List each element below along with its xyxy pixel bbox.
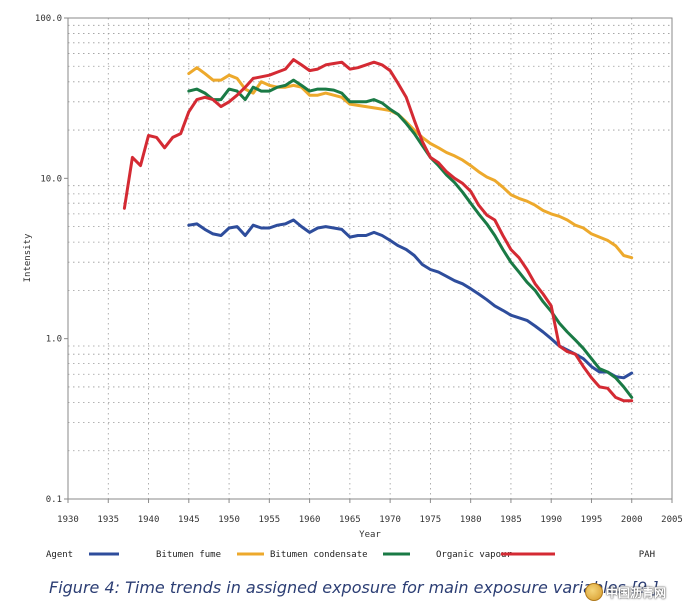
x-axis-label: Year (359, 530, 381, 540)
series-lines (122, 58, 634, 403)
x-tick-label: 1985 (500, 515, 522, 525)
x-tick-label: 1970 (379, 515, 401, 525)
x-tick-label: 1965 (339, 515, 361, 525)
x-tick-label: 1990 (540, 515, 562, 525)
series-line-bitumen-fume (187, 218, 634, 380)
y-tick-label: 1.0 (46, 335, 62, 345)
legend: Agent Bitumen fume Bitumen condensate Orga… (46, 550, 655, 560)
figure-caption: Figure 4: Time trends in assigned exposu… (49, 578, 659, 597)
watermark-logo-icon (585, 583, 603, 601)
y-axis-ticks: 0.1 1.0 10.0 100.0 (35, 14, 68, 505)
grid (67, 18, 673, 499)
x-tick-label: 2005 (661, 515, 683, 525)
watermark-text: 中国沥青网 (606, 585, 667, 600)
x-tick-label: 1955 (258, 515, 280, 525)
plot-area (67, 17, 673, 500)
x-tick-label: 1940 (138, 515, 160, 525)
legend-label-pah: PAH (639, 550, 655, 560)
y-tick-label: 10.0 (40, 174, 62, 184)
x-axis-ticks: 1930 1935 1940 1945 1950 1955 1960 1965 1970 1975… (57, 499, 683, 525)
x-tick-label: 1980 (460, 515, 482, 525)
series-line-pah (122, 58, 634, 403)
x-tick-label: 1930 (57, 515, 79, 525)
x-tick-label: 1960 (299, 515, 321, 525)
legend-label-bitumen-fume: Bitumen fume (156, 550, 221, 560)
x-tick-label: 1935 (97, 515, 119, 525)
x-tick-label: 1945 (178, 515, 200, 525)
legend-title: Agent (46, 550, 73, 560)
x-tick-label: 2000 (621, 515, 643, 525)
legend-label-organic-vapour: Organic vapour (436, 550, 512, 560)
series-line-organic-vapour (187, 78, 634, 399)
y-tick-label: 0.1 (46, 495, 62, 505)
y-axis-label: Intensity (23, 233, 33, 282)
legend-label-bitumen-condensate: Bitumen condensate (270, 550, 368, 560)
x-tick-label: 1975 (420, 515, 442, 525)
y-tick-label: 100.0 (35, 14, 62, 24)
x-tick-label: 1950 (218, 515, 240, 525)
x-tick-label: 1995 (581, 515, 603, 525)
watermark: 中国沥青网 (585, 582, 681, 602)
series-line-bitumen-condensate (187, 66, 634, 260)
